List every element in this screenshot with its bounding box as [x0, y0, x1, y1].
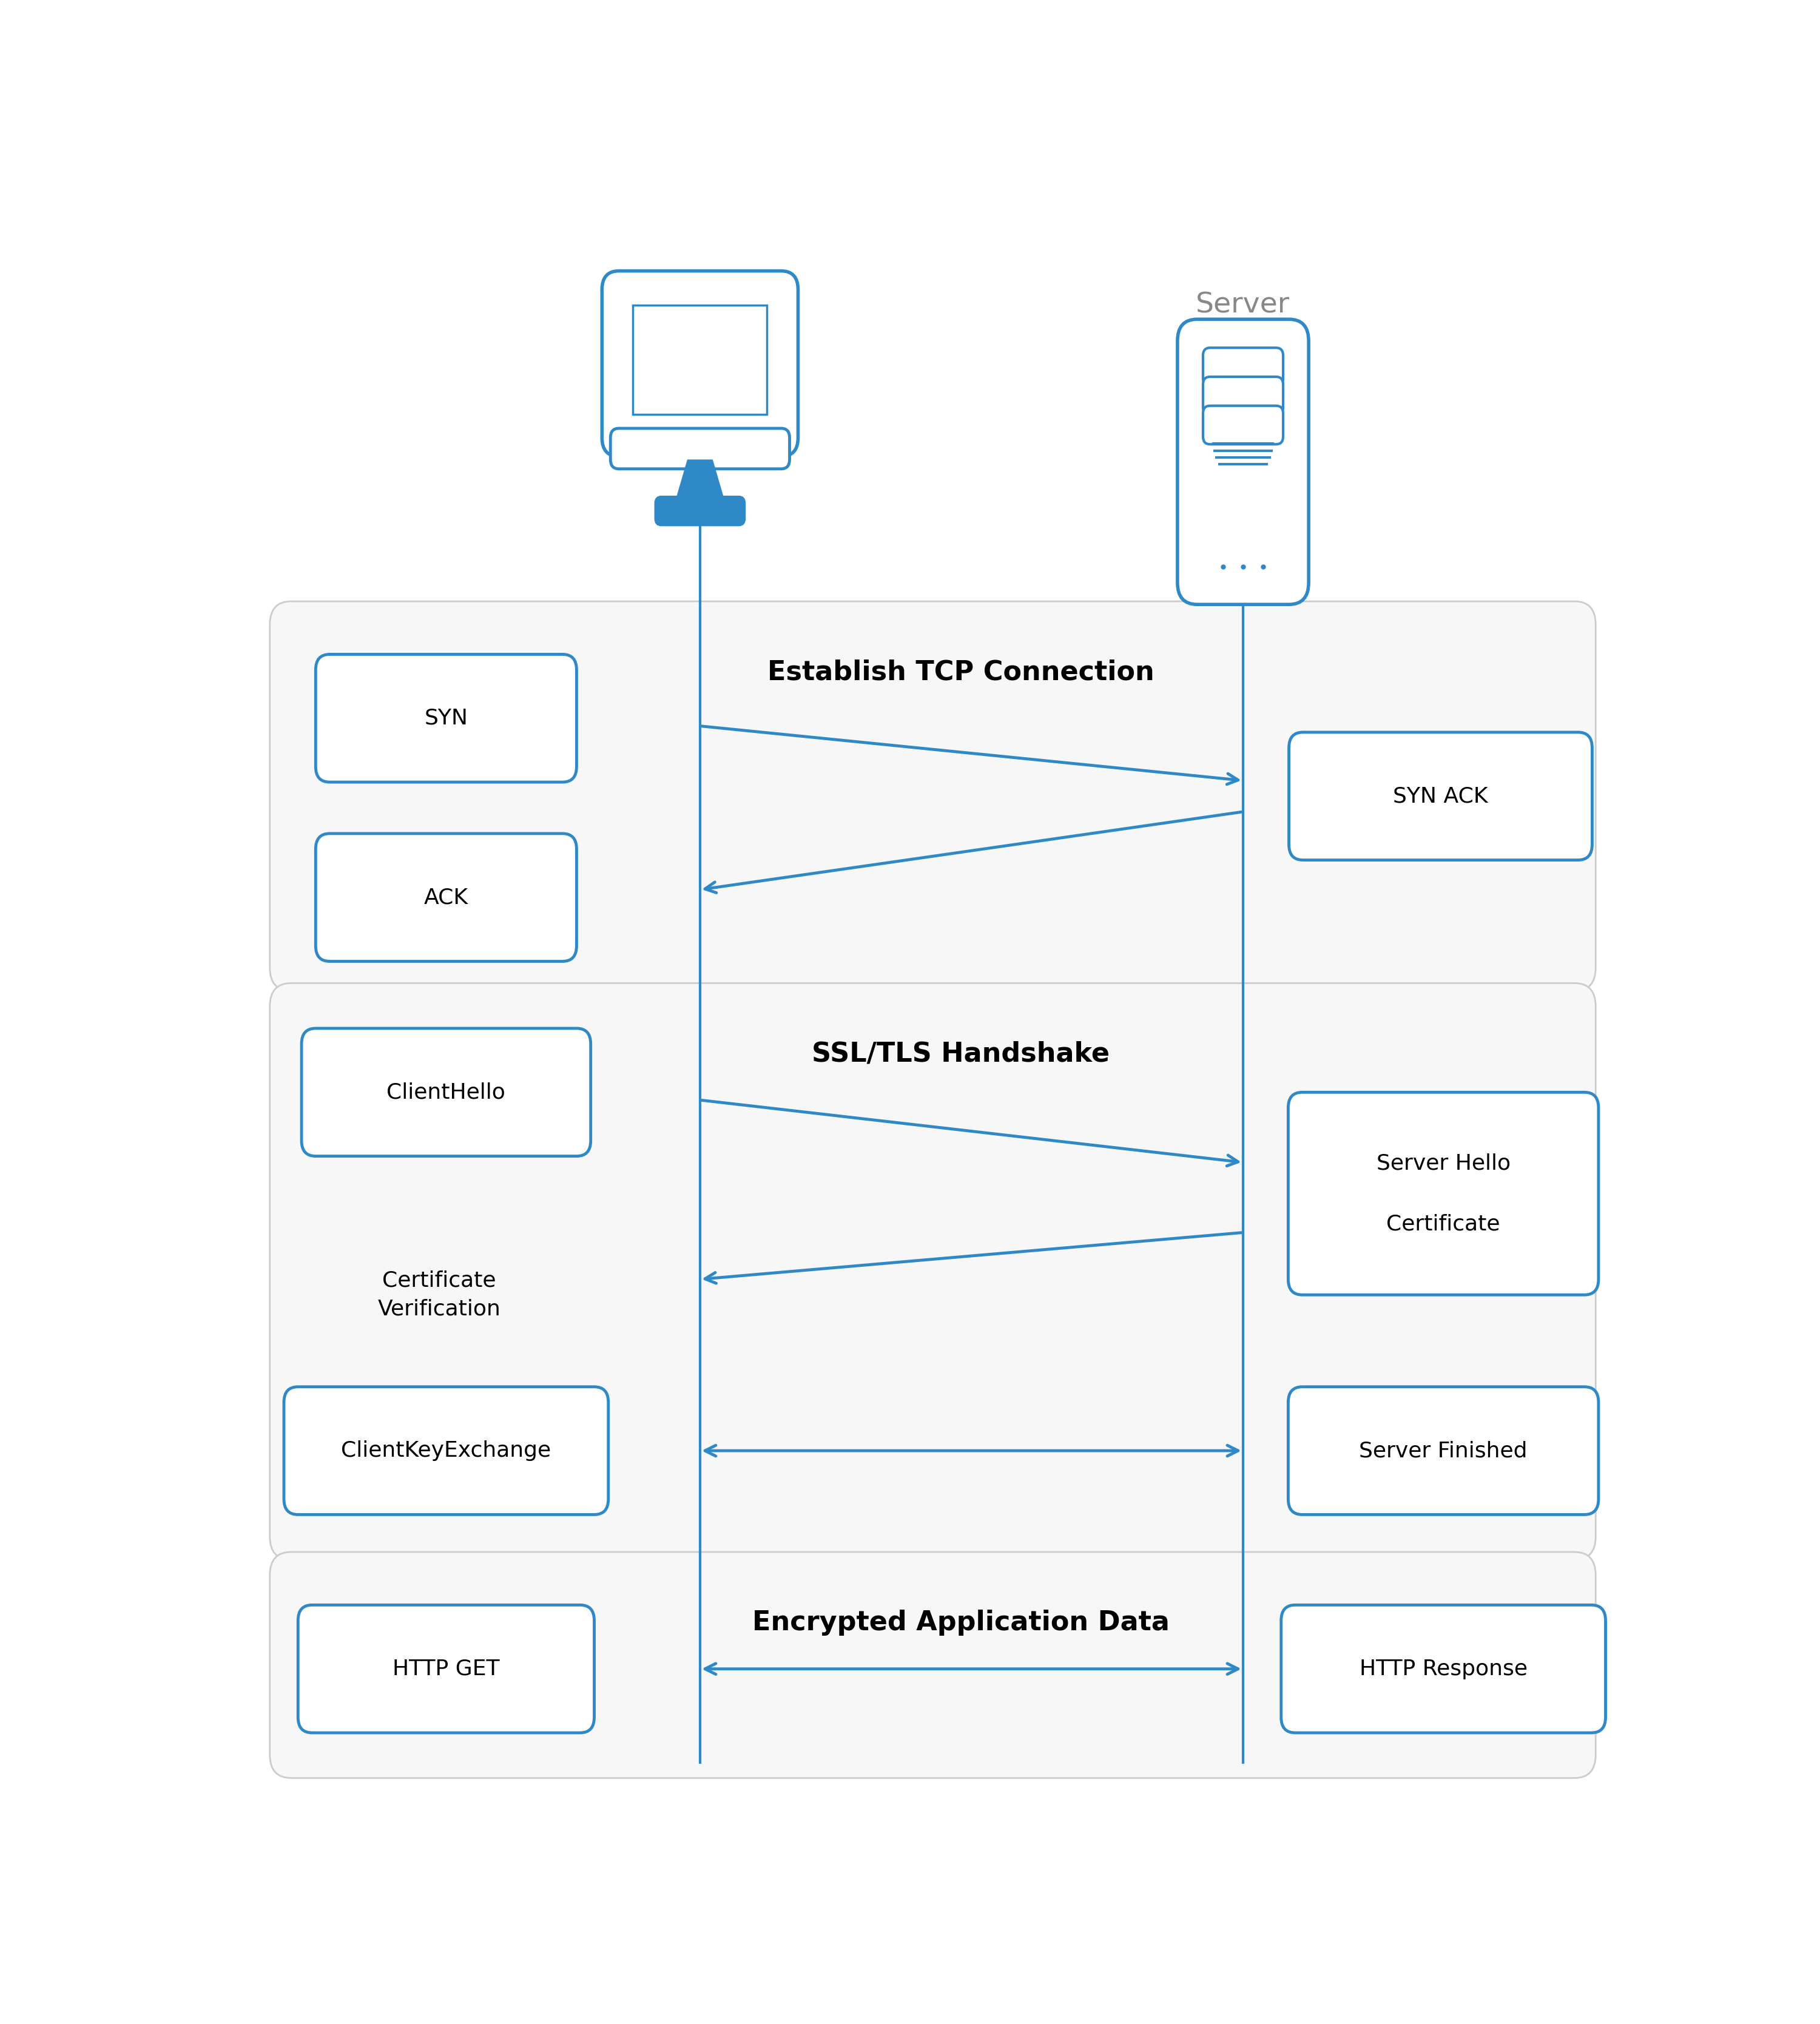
FancyBboxPatch shape — [610, 429, 790, 470]
Text: HTTP Response: HTTP Response — [1360, 1658, 1527, 1680]
Polygon shape — [675, 459, 726, 504]
Text: Server: Server — [1196, 291, 1290, 320]
FancyBboxPatch shape — [315, 654, 577, 781]
Text: Server Finished: Server Finished — [1360, 1441, 1527, 1461]
FancyBboxPatch shape — [269, 984, 1596, 1561]
FancyBboxPatch shape — [655, 498, 744, 524]
FancyBboxPatch shape — [1289, 1386, 1598, 1514]
FancyBboxPatch shape — [602, 271, 797, 455]
FancyBboxPatch shape — [315, 834, 577, 961]
FancyBboxPatch shape — [633, 306, 766, 415]
FancyBboxPatch shape — [1178, 320, 1309, 605]
Text: HTTP GET: HTTP GET — [393, 1658, 501, 1680]
Text: ClientHello: ClientHello — [386, 1083, 506, 1103]
FancyBboxPatch shape — [284, 1386, 608, 1514]
Text: ClientKeyExchange: ClientKeyExchange — [340, 1441, 551, 1461]
Text: Client: Client — [659, 291, 741, 320]
FancyBboxPatch shape — [1289, 733, 1592, 860]
Text: ACK: ACK — [424, 887, 468, 907]
FancyBboxPatch shape — [298, 1605, 593, 1733]
FancyBboxPatch shape — [1281, 1605, 1605, 1733]
Text: Certificate
Verification: Certificate Verification — [377, 1271, 501, 1320]
Text: Establish TCP Connection: Establish TCP Connection — [768, 660, 1154, 684]
FancyBboxPatch shape — [269, 601, 1596, 992]
FancyBboxPatch shape — [1289, 1093, 1598, 1295]
Text: Encrypted Application Data: Encrypted Application Data — [752, 1609, 1170, 1635]
FancyBboxPatch shape — [1203, 348, 1283, 387]
Text: SYN: SYN — [424, 708, 468, 729]
Text: SSL/TLS Handshake: SSL/TLS Handshake — [812, 1040, 1110, 1067]
FancyBboxPatch shape — [1203, 376, 1283, 415]
FancyBboxPatch shape — [302, 1028, 592, 1156]
FancyBboxPatch shape — [1203, 405, 1283, 445]
Text: SYN ACK: SYN ACK — [1392, 785, 1489, 806]
FancyBboxPatch shape — [269, 1552, 1596, 1777]
Text: Server Hello

Certificate: Server Hello Certificate — [1376, 1154, 1511, 1235]
